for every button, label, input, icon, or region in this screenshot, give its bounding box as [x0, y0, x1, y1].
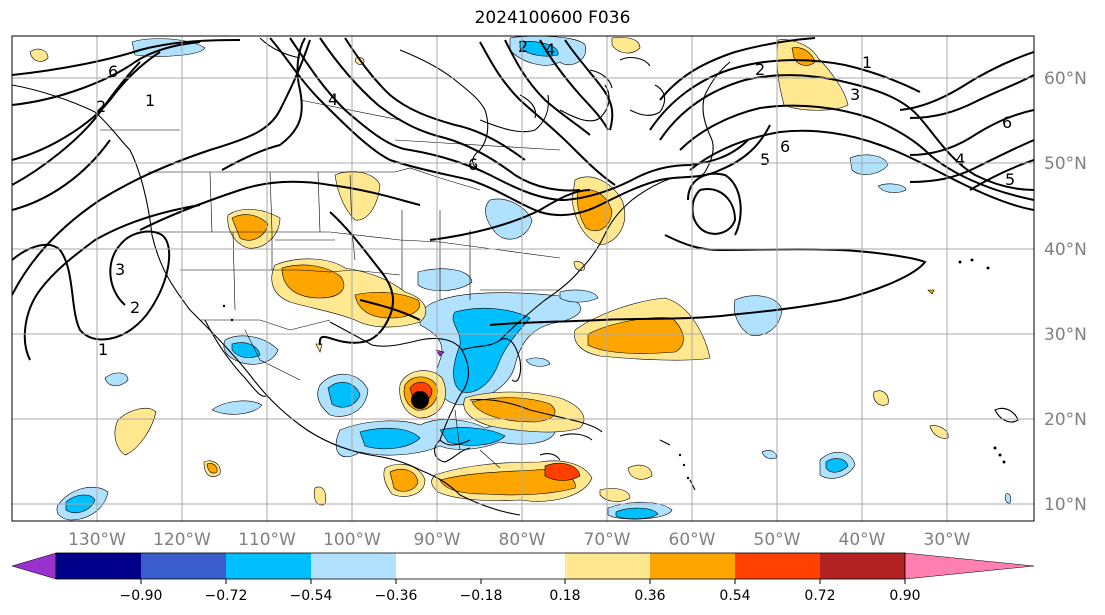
colorbar-tick-label: −0.54 — [290, 588, 333, 604]
gridlines — [12, 36, 1034, 521]
lat-label: 10°N — [1044, 495, 1087, 515]
colorbar-extend-max — [904, 552, 1035, 580]
svg-text:4: 4 — [328, 90, 338, 109]
svg-text:2: 2 — [518, 37, 528, 56]
colorbar-tick-label: 0.54 — [719, 588, 750, 604]
svg-text:6: 6 — [1002, 113, 1012, 132]
colorbar-swatch — [226, 553, 311, 579]
svg-text:1: 1 — [98, 340, 108, 359]
svg-text:2: 2 — [755, 60, 765, 79]
colorbar-tick-label: −0.36 — [375, 588, 418, 604]
colorbar-extend-min — [11, 552, 57, 580]
colorbar-tick-label: 0.72 — [804, 588, 835, 604]
svg-text:1: 1 — [145, 91, 155, 110]
anomaly-shading — [29, 36, 1012, 521]
lon-label: 100°W — [323, 530, 381, 550]
lon-label: 70°W — [584, 530, 631, 550]
colorbar-tick-label: 0.36 — [634, 588, 665, 604]
colorbar-swatch — [650, 553, 735, 579]
colorbar-tick-label: −0.90 — [120, 588, 163, 604]
svg-text:6: 6 — [108, 62, 118, 81]
svg-text:6: 6 — [780, 137, 790, 156]
svg-text:3: 3 — [850, 85, 860, 104]
lon-label: 50°W — [754, 530, 801, 550]
lat-label: 50°N — [1044, 154, 1087, 174]
lon-label: 30°W — [924, 530, 971, 550]
lon-label: 90°W — [414, 530, 461, 550]
map-title: 2024100600 F036 — [474, 8, 631, 28]
lat-label: 30°N — [1044, 325, 1087, 345]
svg-text:4: 4 — [955, 150, 965, 169]
islands — [222, 258, 1006, 480]
colorbar: −0.90 −0.72 −0.54 −0.36 −0.18 0.18 0.36 … — [11, 552, 1035, 604]
colorbar-swatch — [565, 553, 650, 579]
svg-text:2: 2 — [130, 298, 140, 317]
height-contours — [12, 37, 1034, 361]
lat-label: 60°N — [1044, 69, 1087, 89]
political-borders — [100, 80, 561, 469]
svg-text:5: 5 — [1005, 170, 1015, 189]
colorbar-swatch — [56, 553, 141, 579]
svg-text:2: 2 — [96, 97, 106, 116]
lat-label: 20°N — [1044, 410, 1087, 430]
colorbar-swatch — [141, 553, 226, 579]
colorbar-tick-label: −0.72 — [205, 588, 248, 604]
lon-label: 110°W — [238, 530, 296, 550]
map-border — [11, 35, 1035, 522]
svg-text:4: 4 — [545, 40, 555, 59]
colorbar-tick-label: 0.90 — [889, 588, 920, 604]
lon-label: 130°W — [68, 530, 126, 550]
lon-label: 120°W — [153, 530, 211, 550]
colorbar-swatch — [396, 553, 565, 579]
contour-labels: 6 2 1 3 2 1 4 6 4 6 5 2 1 3 6 4 5 2 — [96, 37, 1015, 359]
longitude-labels: 130°W 120°W 110°W 100°W 90°W 80°W 70°W 6… — [68, 530, 971, 550]
colorbar-swatch — [311, 553, 396, 579]
svg-text:1: 1 — [862, 53, 872, 72]
svg-text:6: 6 — [468, 155, 478, 174]
colorbar-tick-label: −0.18 — [460, 588, 503, 604]
svg-text:3: 3 — [115, 260, 125, 279]
colorbar-swatch — [735, 553, 820, 579]
storm-center-dot — [411, 391, 429, 409]
colorbar-swatch — [820, 553, 905, 579]
lon-label: 60°W — [669, 530, 716, 550]
colorbar-tick-label: 0.18 — [549, 588, 580, 604]
svg-text:5: 5 — [760, 150, 770, 169]
latitude-labels: 60°N 50°N 40°N 30°N 20°N 10°N — [1044, 69, 1087, 515]
lon-label: 40°W — [839, 530, 886, 550]
lon-label: 80°W — [499, 530, 546, 550]
lat-label: 40°N — [1044, 240, 1087, 260]
